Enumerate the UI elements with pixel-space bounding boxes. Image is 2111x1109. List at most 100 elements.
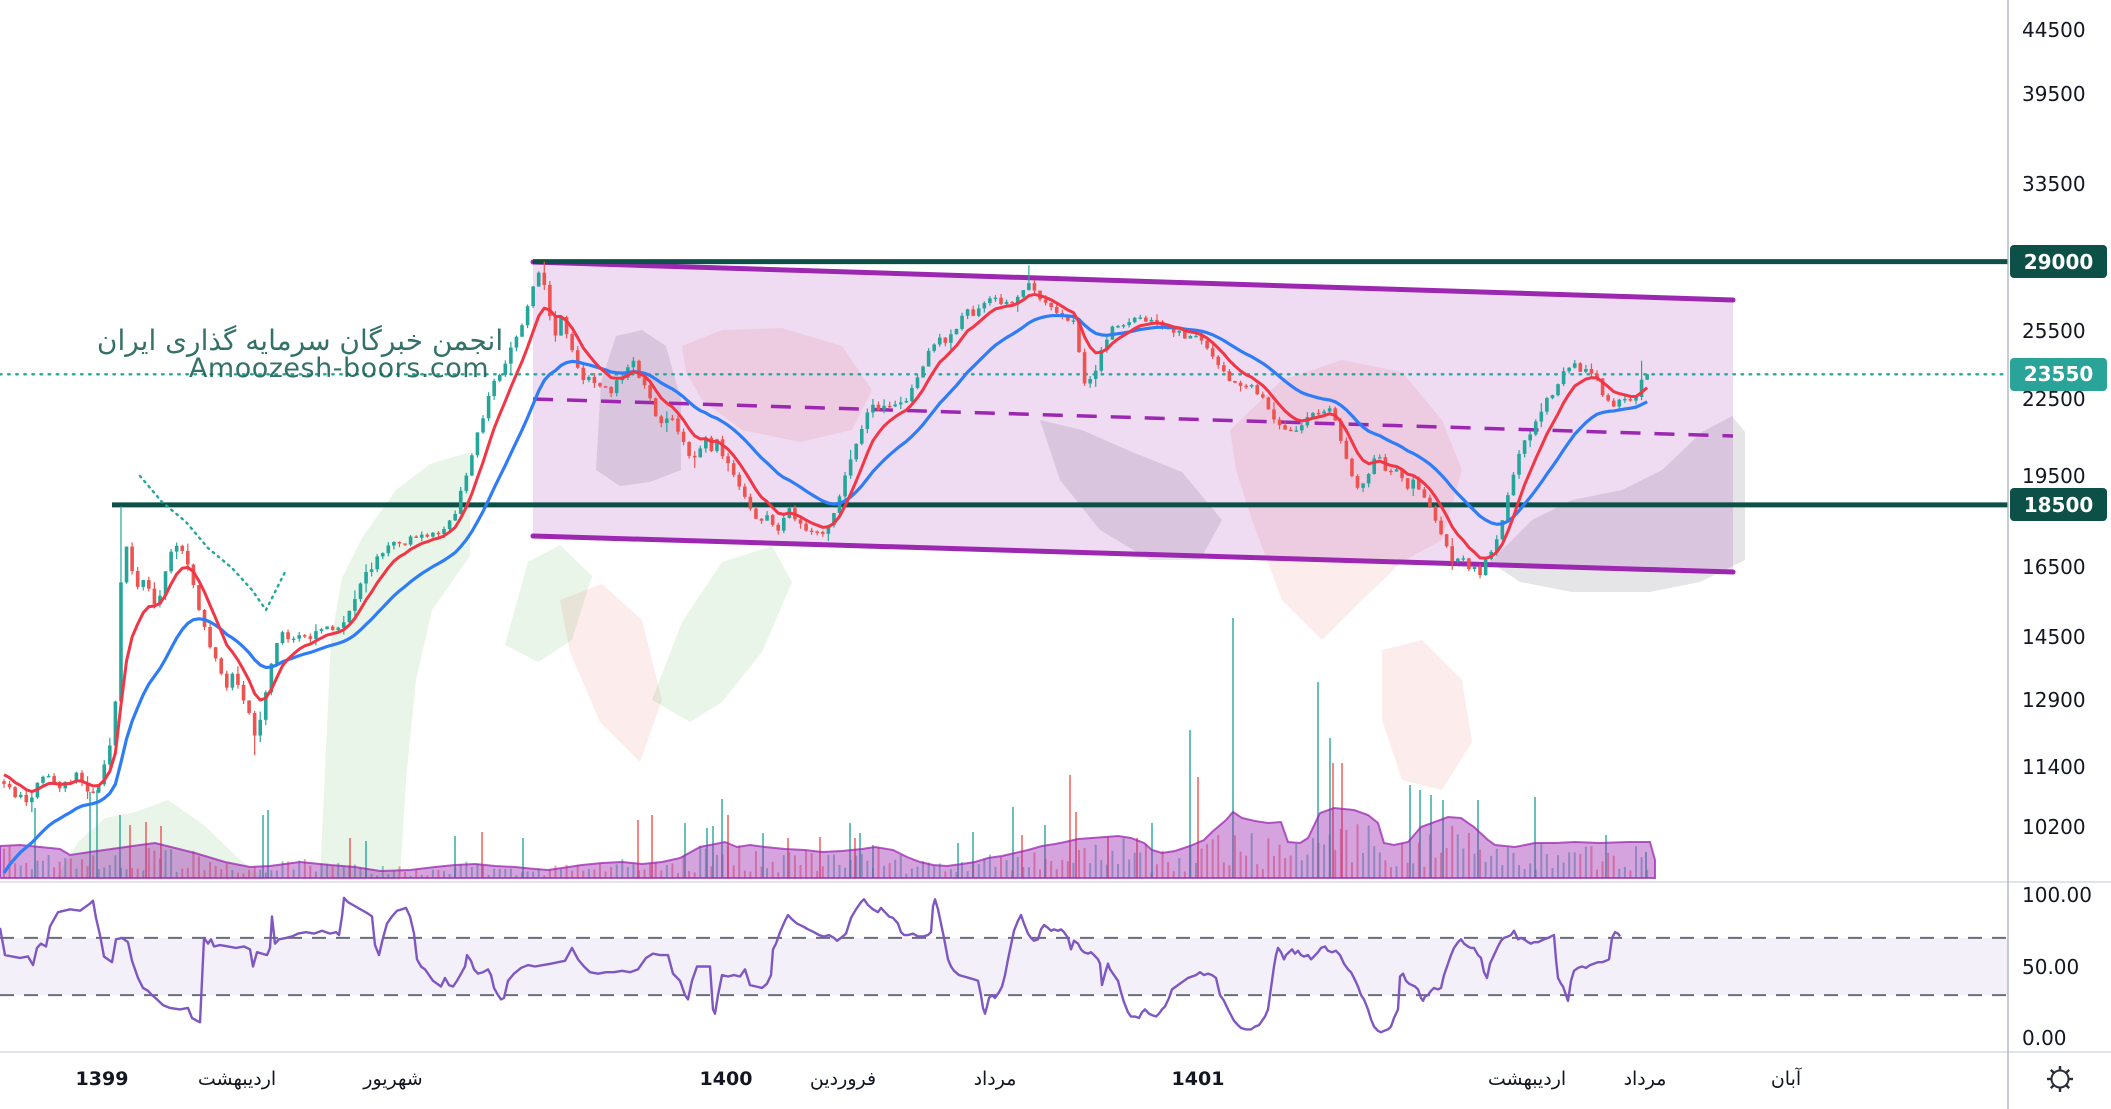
- candle-body: [921, 366, 925, 378]
- candle-body: [124, 546, 129, 583]
- volume-bar: [1596, 869, 1599, 878]
- candle-body: [509, 347, 513, 364]
- candle-body: [692, 455, 697, 458]
- volume-spike-bar: [651, 815, 653, 878]
- volume-bar: [1094, 844, 1097, 878]
- volume-bar: [1066, 861, 1069, 878]
- volume-bar: [69, 858, 72, 878]
- volume-bar: [576, 864, 579, 878]
- volume-bar: [443, 871, 446, 878]
- candle-body: [809, 530, 814, 532]
- candle-body: [230, 673, 235, 688]
- candle-body: [559, 317, 563, 336]
- candle-body: [564, 317, 569, 335]
- candle-body: [743, 486, 747, 497]
- gear-icon: [2047, 1066, 2073, 1092]
- candle-body: [275, 643, 279, 664]
- volume-bar: [1167, 861, 1170, 878]
- price-tick-label: 10200: [2022, 815, 2086, 839]
- candle-body: [514, 336, 519, 348]
- ichimoku-cloud: [1040, 420, 1222, 560]
- volume-bar: [225, 863, 228, 878]
- volume-bar: [660, 870, 663, 878]
- candle-body: [665, 418, 669, 424]
- candle-body: [1645, 374, 1649, 380]
- candle-body: [1222, 365, 1226, 372]
- candle-body: [598, 383, 602, 387]
- volume-spike-bar: [1069, 775, 1071, 878]
- candle-body: [470, 455, 474, 476]
- candle-body: [1327, 408, 1332, 412]
- volume-spike-bar: [1136, 838, 1138, 878]
- candle-body: [414, 536, 418, 538]
- volume-bar: [537, 868, 540, 878]
- volume-bar: [621, 859, 624, 878]
- volume-bar: [1356, 824, 1359, 878]
- volume-bar: [949, 869, 952, 878]
- volume-bar: [1100, 860, 1103, 878]
- ichimoku-cloud: [652, 546, 792, 722]
- candle-body: [1233, 380, 1237, 383]
- volume-bars-layer: [3, 618, 1649, 878]
- volume-bar: [977, 863, 980, 878]
- candle-body: [1472, 567, 1477, 570]
- price-scale-settings-button[interactable]: [2036, 1056, 2084, 1102]
- candle-body: [1439, 520, 1443, 535]
- candle-body: [1032, 283, 1037, 291]
- candle-body: [492, 380, 496, 396]
- candle-body: [158, 595, 162, 605]
- candle-body: [982, 303, 987, 309]
- candle-body: [709, 437, 714, 451]
- volume-bar: [1178, 858, 1181, 878]
- price-tick-label: 14500: [2022, 624, 2086, 649]
- candle-body: [314, 631, 318, 639]
- volume-bar: [649, 863, 652, 878]
- volume-bar: [170, 849, 173, 878]
- volume-bar: [1362, 853, 1365, 878]
- volume-bar: [983, 859, 986, 878]
- candle-body: [225, 673, 229, 688]
- candle-body: [358, 583, 363, 600]
- volume-bar: [899, 855, 902, 878]
- candle-body: [1584, 368, 1588, 372]
- volume-bar: [1128, 859, 1131, 878]
- candle-body: [531, 286, 535, 307]
- candle-body: [392, 541, 396, 546]
- volume-spike-bar: [684, 823, 686, 878]
- price-tick-label: 44500: [2022, 18, 2086, 42]
- candle-body: [965, 309, 970, 316]
- candle-body: [297, 635, 302, 639]
- volume-spike-bar: [854, 838, 856, 878]
- candle-body: [1528, 434, 1532, 441]
- volume-bar: [415, 870, 418, 878]
- last-price-tag: 23550: [2010, 357, 2107, 391]
- candle-body: [1300, 425, 1304, 431]
- volume-bar: [615, 864, 618, 878]
- volume-bar: [303, 859, 306, 878]
- candle-body: [1361, 483, 1365, 488]
- volume-spike-bar: [96, 790, 98, 878]
- volume-bar: [643, 869, 646, 878]
- candle-body: [91, 791, 95, 793]
- candle-body: [302, 635, 307, 637]
- volume-bar: [41, 860, 44, 878]
- candle-body: [1149, 319, 1154, 322]
- volume-bar: [142, 870, 145, 878]
- candle-body: [1394, 469, 1399, 472]
- candle-body: [1138, 317, 1143, 319]
- volume-bar: [1378, 852, 1381, 878]
- volume-bar: [1590, 846, 1593, 878]
- volume-bar: [1406, 862, 1409, 878]
- volume-bar: [92, 855, 95, 878]
- volume-spike-bar: [787, 838, 789, 878]
- candle-body: [1272, 409, 1276, 420]
- channel-top-line: [530, 259, 1736, 303]
- volume-spike-bar: [727, 815, 729, 878]
- volume-bar: [988, 854, 991, 878]
- volume-bar: [916, 866, 919, 878]
- time-axis-label: 1401: [1171, 1068, 1225, 1090]
- candle-body: [325, 626, 329, 630]
- volume-bar: [97, 869, 100, 878]
- candle-body: [1283, 425, 1287, 430]
